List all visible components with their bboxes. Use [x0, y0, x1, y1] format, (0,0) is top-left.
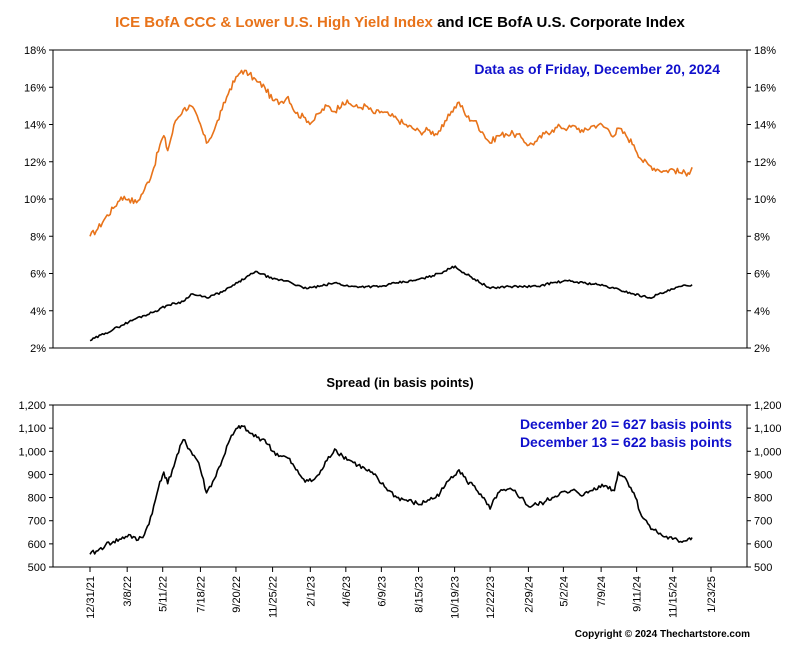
yield-y-tick-label-left: 6% — [30, 269, 46, 281]
spread-line — [89, 424, 693, 555]
yield-y-tick-label-left: 18% — [24, 45, 46, 57]
yield-series — [89, 69, 693, 342]
spread-y-tick-label-left: 500 — [28, 562, 46, 574]
yield-y-tick-label-right: 10% — [754, 194, 776, 206]
x-tick-label: 12/22/23 — [485, 576, 497, 619]
yield-y-tick-label-right: 14% — [754, 120, 776, 132]
spread-panel-title: Spread (in basis points) — [326, 375, 473, 390]
spread-y-tick-label-left: 1,000 — [18, 446, 46, 458]
yield-y-tick-label-left: 2% — [30, 343, 46, 355]
spread-y-tick-label-left: 700 — [28, 516, 46, 528]
yield-y-tick-label-right: 16% — [754, 82, 776, 94]
x-tick-label: 12/31/21 — [85, 576, 97, 619]
spread-y-tick-label-right: 800 — [754, 493, 772, 505]
x-tick-label: 3/8/22 — [122, 576, 134, 607]
x-tick-label: 2/29/24 — [523, 576, 535, 613]
spread-annotation-line-1: December 20 = 627 basis points — [520, 416, 732, 432]
yield-y-axis: 2% 2% 4% 4% 6% 6% 8% 8% 10% 10% 12% 12% 14% 14% 16% 16%… — [24, 45, 776, 355]
x-tick-label: 5/2/24 — [558, 576, 570, 607]
spread-annotation-line-2: December 13 = 622 basis points — [520, 434, 732, 450]
yield-y-tick-label-right: 6% — [754, 269, 770, 281]
yield-y-tick-label-left: 14% — [24, 120, 46, 132]
corporate-yield-line — [89, 265, 693, 342]
x-tick-label: 1/23/25 — [706, 576, 718, 613]
x-tick-label: 5/11/22 — [158, 576, 170, 612]
spread-y-tick-label-right: 1,100 — [754, 423, 782, 435]
yield-y-tick-label-right: 2% — [754, 343, 770, 355]
yield-y-tick-label-left: 16% — [24, 82, 46, 94]
title-corporate-index: and ICE BofA U.S. Corporate Index — [437, 14, 685, 31]
x-tick-label: 2/1/23 — [305, 576, 317, 607]
spread-x-axis: 12/31/21 3/8/22 5/11/22 7/18/22 9/20/22 11/25… — [85, 567, 718, 619]
spread-y-tick-label-right: 900 — [754, 469, 772, 481]
x-tick-label: 8/15/23 — [414, 576, 426, 613]
title-ccc-index: ICE BofA CCC & Lower U.S. High Yield Ind… — [115, 14, 433, 31]
chart-title: ICE BofA CCC & Lower U.S. High Yield Ind… — [0, 14, 800, 31]
spread-y-tick-label-left: 600 — [28, 539, 46, 551]
x-tick-label: 10/19/23 — [450, 576, 462, 619]
spread-y-tick-label-right: 1,200 — [754, 400, 782, 412]
spread-series — [89, 424, 693, 555]
yield-plot-area — [52, 49, 748, 349]
spread-y-tick-label-left: 800 — [28, 493, 46, 505]
x-tick-label: 9/20/22 — [231, 576, 243, 613]
x-tick-label: 6/9/23 — [376, 576, 388, 607]
spread-y-tick-label-left: 900 — [28, 469, 46, 481]
x-tick-label: 9/11/24 — [632, 576, 644, 612]
spread-y-axis: 500 500 600 600 700 700 800 800 900 900 1,000 1,000… — [18, 400, 781, 574]
yield-y-tick-label-left: 12% — [24, 157, 46, 169]
yield-y-tick-label-right: 8% — [754, 231, 770, 243]
x-tick-label: 7/18/22 — [195, 576, 207, 613]
yield-y-tick-label-right: 18% — [754, 45, 776, 57]
spread-annotation-backdrop — [512, 410, 738, 454]
x-tick-label: 7/9/24 — [596, 576, 608, 607]
yield-y-tick-label-left: 10% — [24, 194, 46, 206]
copyright-notice: Copyright © 2024 Thechartstore.com — [574, 629, 750, 640]
spread-y-tick-label-right: 600 — [754, 539, 772, 551]
spread-y-tick-label-right: 500 — [754, 562, 772, 574]
spread-y-tick-label-left: 1,100 — [18, 423, 46, 435]
yield-y-tick-label-left: 8% — [30, 231, 46, 243]
yield-y-tick-label-left: 4% — [30, 306, 46, 318]
x-tick-label: 11/15/24 — [668, 576, 680, 618]
spread-panel: 500 500 600 600 700 700 800 800 900 900 1,000 1,000… — [18, 400, 781, 619]
yield-panel: 2% 2% 4% 4% 6% 6% 8% 8% 10% 10% 12% 12% 14% 14% 16% 16%… — [24, 45, 776, 355]
ccc-yield-line — [89, 69, 693, 237]
spread-y-tick-label-right: 700 — [754, 516, 772, 528]
data-date-annotation: Data as of Friday, December 20, 2024 — [474, 61, 720, 77]
x-tick-label: 4/6/23 — [341, 576, 353, 607]
yield-y-tick-label-right: 12% — [754, 157, 776, 169]
spread-y-tick-label-left: 1,200 — [18, 400, 46, 412]
x-tick-label: 11/25/22 — [268, 576, 280, 618]
spread-y-tick-label-right: 1,000 — [754, 446, 782, 458]
yield-y-tick-label-right: 4% — [754, 306, 770, 318]
